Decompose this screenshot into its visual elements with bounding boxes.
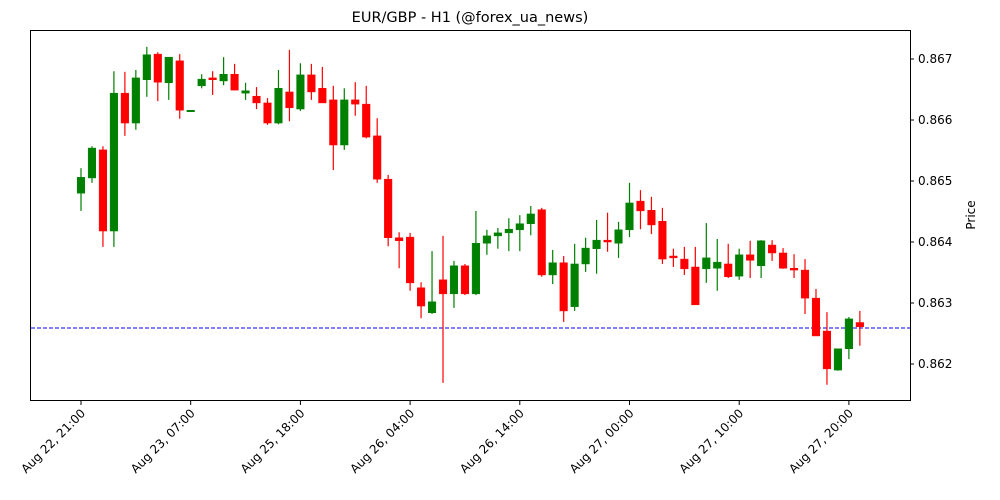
candle (844, 317, 853, 360)
candle (76, 168, 86, 211)
candle (669, 248, 678, 268)
candle (362, 85, 371, 139)
candle (208, 71, 217, 95)
y-tick-label: 0.862 (918, 357, 952, 371)
candle (757, 240, 766, 278)
candle (395, 232, 404, 269)
candle (559, 256, 568, 322)
candle (329, 85, 338, 171)
candle (351, 82, 360, 116)
candle (647, 196, 656, 235)
candle (581, 237, 590, 272)
candle (746, 240, 755, 278)
x-axis: Aug 22, 21:00 Aug 23, 07:00 Aug 25, 18:00 A… (18, 401, 856, 476)
candle (811, 288, 821, 337)
candle (318, 66, 327, 104)
y-tick-label: 0.867 (918, 52, 952, 66)
candle (702, 223, 711, 283)
candle (460, 263, 469, 296)
candle (537, 207, 546, 277)
candle (724, 243, 733, 278)
candle (219, 57, 228, 86)
candle (120, 71, 129, 136)
candle (680, 246, 689, 275)
candle (131, 69, 140, 130)
candle (427, 251, 437, 314)
candle (658, 207, 667, 264)
candle (855, 310, 864, 346)
y-tick-label: 0.865 (918, 174, 952, 188)
y-axis-label: Price (964, 200, 978, 229)
candle (307, 63, 316, 100)
candle (768, 240, 777, 261)
candle (515, 215, 524, 252)
candle (142, 46, 151, 97)
candle (186, 109, 195, 112)
candle (285, 49, 294, 122)
candle (526, 206, 535, 236)
x-tick-label: Aug 27, 00:00 (567, 406, 637, 476)
candle (735, 248, 744, 280)
plot-frame (30, 30, 911, 401)
candle (197, 74, 206, 89)
x-tick-label: Aug 22, 21:00 (18, 406, 88, 476)
candle (493, 227, 502, 249)
candle (713, 238, 722, 291)
candle (164, 56, 173, 100)
candle (153, 52, 162, 102)
candle (625, 182, 634, 238)
plot-area (31, 46, 910, 385)
candle (406, 232, 415, 291)
candle (482, 229, 491, 255)
candle (614, 221, 623, 258)
candle (87, 146, 97, 183)
y-tick-label: 0.864 (918, 235, 952, 249)
candle (274, 69, 283, 125)
x-tick-label: Aug 26, 14:00 (457, 406, 527, 476)
candle (779, 248, 788, 269)
candle (109, 71, 118, 247)
x-tick-label: Aug 27, 20:00 (786, 406, 856, 476)
candle (800, 259, 810, 314)
candle (241, 82, 250, 100)
x-tick-label: Aug 23, 07:00 (128, 406, 198, 476)
candle (636, 190, 645, 230)
candle (263, 98, 272, 125)
candle (833, 348, 842, 371)
y-axis: 0.862 0.863 0.864 0.865 0.866 0.867 (910, 52, 952, 371)
y-tick-label: 0.866 (918, 113, 952, 127)
candle (592, 220, 601, 274)
candle (603, 212, 612, 252)
candle (471, 210, 480, 296)
candle (252, 87, 261, 110)
candle (296, 63, 305, 111)
chart-title: EUR/GBP - H1 (@forex_ua_news) (352, 10, 589, 26)
candle (175, 54, 184, 119)
candle (790, 254, 799, 278)
candle (548, 249, 557, 285)
candle (570, 243, 579, 311)
candle (504, 218, 513, 252)
candle (417, 282, 426, 319)
y-tick-label: 0.863 (918, 296, 952, 310)
candle (340, 88, 349, 150)
x-tick-label: Aug 27, 10:00 (677, 406, 747, 476)
candle (384, 174, 393, 247)
candle (691, 246, 700, 306)
candle (230, 63, 239, 91)
candle (449, 260, 459, 308)
x-tick-label: Aug 26, 04:00 (347, 406, 417, 476)
x-tick-label: Aug 25, 18:00 (238, 406, 308, 476)
candle (822, 312, 832, 385)
candle (373, 118, 382, 183)
candle (98, 146, 107, 247)
candle (438, 235, 448, 383)
